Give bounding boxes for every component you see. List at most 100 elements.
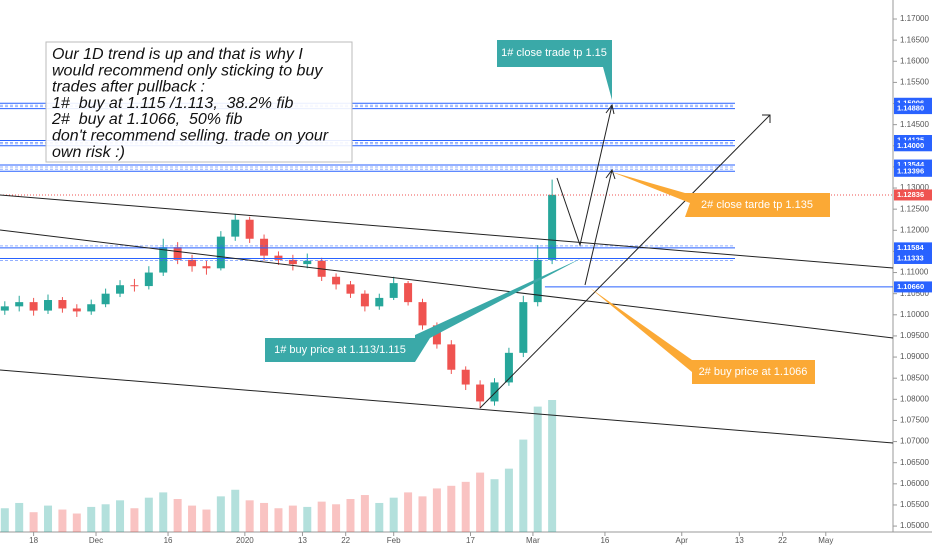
y-tick-label: 1.07000 <box>900 437 929 446</box>
level-label: 1.15006 <box>897 98 924 107</box>
volume-bar <box>288 505 297 532</box>
y-tick-label: 1.11000 <box>900 268 929 277</box>
x-tick-label: 16 <box>600 536 609 545</box>
x-tick-label: Feb <box>387 536 401 545</box>
candle-body <box>15 302 24 307</box>
volume-bar <box>461 481 470 532</box>
x-tick-label: May <box>818 536 833 545</box>
y-tick-label: 1.08000 <box>900 394 929 403</box>
y-tick-label: 1.16500 <box>900 35 929 44</box>
callout-text: 2# buy price at 1.1066 <box>699 366 808 378</box>
volume-bar <box>0 508 9 532</box>
volume-bar <box>360 495 369 532</box>
volume-bar <box>245 500 254 532</box>
volume-bar <box>144 497 153 532</box>
volume-bar <box>274 508 283 532</box>
volume-bar <box>476 472 485 532</box>
candle-body <box>260 238 269 256</box>
trend-line <box>0 229 894 339</box>
x-tick-label: 18 <box>29 536 38 545</box>
y-tick-label: 1.10500 <box>900 289 929 298</box>
volume-bar <box>202 509 211 532</box>
candle-body <box>231 219 240 237</box>
candle-body <box>432 325 441 345</box>
trend-line <box>479 114 771 409</box>
y-tick-label: 1.10000 <box>900 310 929 319</box>
volume-bar <box>231 489 240 532</box>
y-tick-label: 1.07500 <box>900 416 929 425</box>
callout-text: 1# buy price at 1.113/1.115 <box>274 344 406 356</box>
volume-bar <box>15 502 24 532</box>
volume-bar <box>130 508 139 532</box>
x-tick-label: Apr <box>676 536 689 545</box>
arrow-head <box>605 103 615 115</box>
x-tick-label: 13 <box>735 536 744 545</box>
callout-shape <box>265 258 582 362</box>
y-tick-label: 1.09000 <box>900 352 929 361</box>
candle-body <box>130 285 139 287</box>
level-label: 1.14125 <box>897 135 924 144</box>
x-tick-label: 2020 <box>236 536 254 545</box>
y-tick-label: 1.09500 <box>900 331 929 340</box>
candle-body <box>418 302 427 326</box>
level-label-bg <box>894 159 932 171</box>
level-label-bg <box>894 165 932 177</box>
volume-bar <box>548 400 557 532</box>
level-label-bg <box>894 189 932 201</box>
candle-body <box>389 283 398 298</box>
note-line: Our 1D trend is up and that is why I <box>52 46 303 63</box>
y-tick-label: 1.14500 <box>900 120 929 129</box>
candle-body <box>116 285 125 294</box>
y-tick-label: 1.08500 <box>900 373 929 382</box>
volume-bar <box>116 500 125 532</box>
volume-bar <box>159 492 168 532</box>
level-label: 1.11584 <box>897 243 925 252</box>
callout-shape <box>590 288 815 384</box>
candle-body <box>173 247 182 260</box>
volume-bar <box>533 406 542 532</box>
volume-bar <box>317 501 326 532</box>
trend-line <box>0 369 894 444</box>
callouts: 1# close trade tp 1.15 2# close tarde tp… <box>265 40 830 384</box>
trend-line <box>0 194 894 269</box>
candle-body <box>360 293 369 307</box>
candle-body <box>188 259 197 267</box>
note-frame <box>45 41 353 163</box>
level-label: 1.10660 <box>897 282 924 291</box>
level-label-bg <box>894 252 932 264</box>
y-tick-label: 1.12000 <box>900 225 929 234</box>
note-line: don't recommend selling. trade on your <box>52 128 329 145</box>
candle-body <box>245 219 254 239</box>
note-line: trades after pullback : <box>52 79 205 96</box>
volume-bar <box>260 502 269 532</box>
candle-body <box>519 302 528 353</box>
note-line: 2# buy at 1.1066, 50% fib <box>51 111 242 128</box>
level-label-bg <box>894 140 932 152</box>
callout-text: 2# close tarde tp 1.135 <box>701 199 813 211</box>
candle-body <box>72 308 81 312</box>
level-label: 1.13396 <box>897 166 924 175</box>
y-tick-label: 1.06500 <box>900 458 929 467</box>
y-tick-label: 1.06000 <box>900 479 929 488</box>
volume-bar <box>29 512 38 532</box>
x-tick-label: Dec <box>89 536 103 545</box>
y-tick-label: 1.05500 <box>900 500 929 509</box>
arrow-head <box>762 114 771 123</box>
candle-body <box>144 272 153 287</box>
volume-bar <box>216 496 225 532</box>
volume-bar <box>303 506 312 532</box>
volume-bar <box>346 499 355 532</box>
candle-body <box>476 384 485 402</box>
candle-body <box>0 306 9 311</box>
candle-body <box>346 284 355 294</box>
path-arrow <box>584 169 613 286</box>
volume-bar <box>490 479 499 532</box>
note-line: would recommend only sticking to buy <box>52 62 323 79</box>
volume-bar <box>504 468 513 532</box>
level-label-bg <box>894 242 932 254</box>
candle-body <box>504 352 513 383</box>
candle-body <box>58 300 67 309</box>
note-line: own risk :) <box>52 144 125 161</box>
volume-bar <box>519 439 528 532</box>
level-label: 1.12836 <box>897 190 924 199</box>
